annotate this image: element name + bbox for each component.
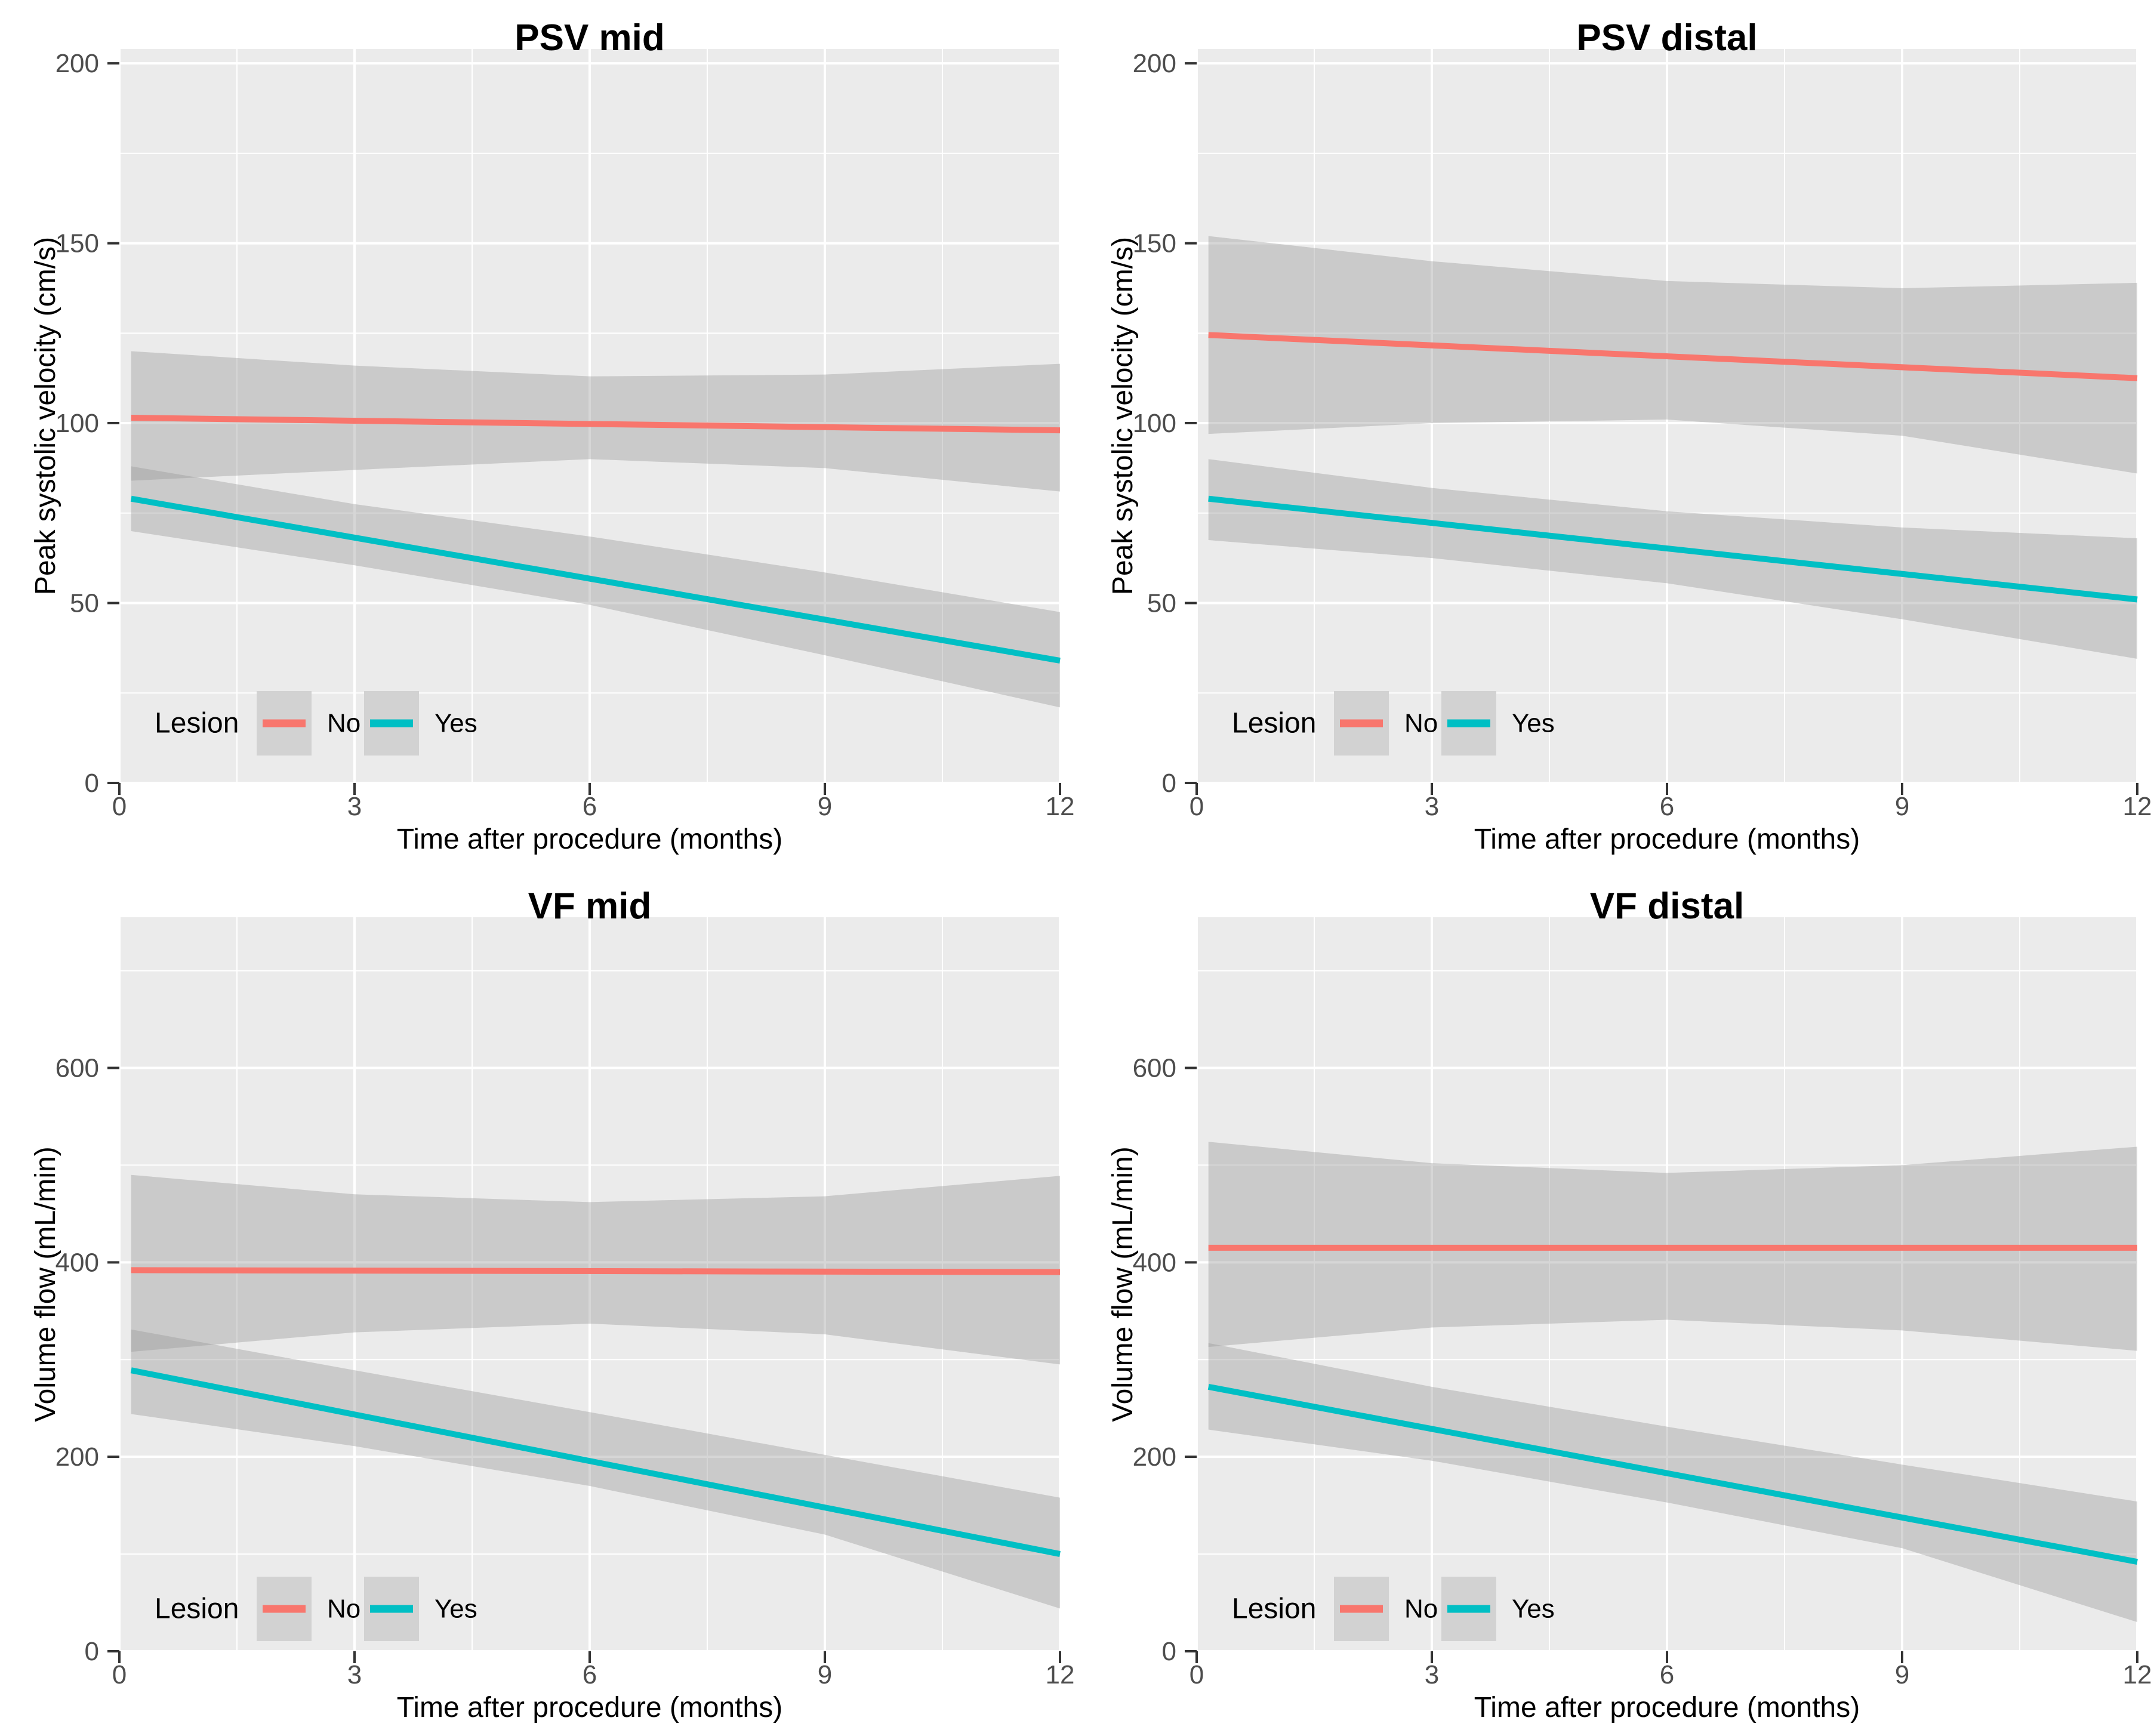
psv-distal-ytick-label-100: 100: [1133, 409, 1176, 438]
vf-mid-ytick-label-600: 600: [56, 1054, 99, 1083]
psv-mid-x-axis-title: Time after procedure (months): [397, 824, 782, 855]
vf-mid-ytick-label-200: 200: [56, 1442, 99, 1472]
psv-mid-ytick-label-0: 0: [85, 769, 99, 798]
vf-distal-ytick-label-600: 600: [1133, 1054, 1176, 1083]
vf-mid-title: VF mid: [528, 886, 652, 927]
psv-distal-x-axis-title: Time after procedure (months): [1474, 824, 1860, 855]
vf-distal-xtick-label-3: 3: [1425, 1660, 1439, 1689]
vf-distal-band-yes: [1208, 1343, 2137, 1623]
psv-distal-tick-marks: [1185, 62, 2138, 795]
vf-mid-xtick-label-9: 9: [818, 1660, 832, 1689]
psv-distal-xtick-label-0: 0: [1190, 792, 1204, 821]
psv-mid-xtick-label-0: 0: [112, 792, 127, 821]
vf-mid-line-yes: [130, 1367, 1061, 1557]
psv-distal-xtick-label-3: 3: [1425, 792, 1439, 821]
vf-mid-ytick-label-0: 0: [85, 1637, 99, 1666]
psv-mid-y-axis-title: Peak systolic velocity (cm/s): [30, 237, 61, 595]
vf-distal-plot: 0 3 6 9 12 0 200 400 600 Time after procedure (mo…: [1107, 886, 2152, 1723]
vf-mid-legend-label-no: No: [327, 1595, 360, 1624]
vf-distal-ytick-label-200: 200: [1133, 1442, 1176, 1472]
vf-mid-legend-label-yes: Yes: [435, 1595, 477, 1624]
psv-mid-ytick-label-50: 50: [70, 589, 99, 618]
vf-mid-xtick-label-12: 12: [1046, 1660, 1075, 1689]
psv-distal-plot: 0 3 6 9 12 0 50 100 150 200 Time after procedure (…: [1107, 17, 2152, 855]
psv-distal-xtick-label-6: 6: [1660, 792, 1674, 821]
vf-distal-ytick-label-400: 400: [1133, 1248, 1176, 1277]
vf-mid-x-axis-title: Time after procedure (months): [397, 1692, 782, 1723]
psv-mid-ytick-label-150: 150: [56, 229, 99, 258]
vf-mid-band-yes: [131, 1329, 1061, 1609]
psv-mid-title: PSV mid: [514, 17, 665, 58]
psv-distal-xtick-label-12: 12: [2123, 792, 2152, 821]
psv-mid-plot: 0 3 6 9 12 0 50 100 150 200 Time after procedure (…: [30, 17, 1075, 855]
vf-distal-title: VF distal: [1590, 886, 1744, 927]
vf-mid-line-no: [131, 1267, 1061, 1275]
psv-distal-ytick-label-0: 0: [1162, 769, 1176, 798]
psv-mid-xtick-label-12: 12: [1046, 792, 1075, 821]
vf-mid-ytick-label-400: 400: [56, 1248, 99, 1277]
vf-distal-x-axis-title: Time after procedure (months): [1474, 1692, 1860, 1723]
chart-vf-mid: 0 3 6 9 12 0 200 400 600 Time after procedure (mo…: [0, 868, 1077, 1736]
vf-mid-legend: Lesion No Yes: [155, 1577, 477, 1641]
vf-distal-legend-label-no: No: [1404, 1595, 1438, 1624]
vf-distal-ytick-label-0: 0: [1162, 1637, 1176, 1666]
psv-distal-ytick-label-200: 200: [1133, 49, 1176, 78]
vf-distal-tick-marks: [1185, 1066, 2138, 1663]
psv-distal-band-yes: [1208, 459, 2137, 659]
vf-mid-plot: 0 3 6 9 12 0 200 400 600 Time after procedure (mo…: [30, 886, 1075, 1723]
vf-distal-line-yes: [1207, 1383, 2138, 1565]
vf-distal-xtick-label-9: 9: [1895, 1660, 1909, 1689]
psv-distal-line-no: [1208, 332, 2138, 381]
chart-vf-distal: 0 3 6 9 12 0 200 400 600 Time after procedure (mo…: [1077, 868, 2154, 1736]
vf-mid-xtick-label-6: 6: [583, 1660, 597, 1689]
psv-mid-ytick-label-200: 200: [56, 49, 99, 78]
psv-mid-legend-title: Lesion: [155, 708, 239, 739]
vf-distal-grid-major: [1195, 917, 2138, 1652]
vf-mid-xtick-label-0: 0: [112, 1660, 127, 1689]
psv-distal-y-axis-title: Peak systolic velocity (cm/s): [1107, 237, 1139, 595]
psv-distal-legend-label-no: No: [1404, 709, 1438, 738]
psv-distal-line-yes: [1208, 495, 2138, 603]
psv-distal-grid-major: [1195, 49, 2138, 784]
vf-distal-legend: Lesion No Yes: [1232, 1577, 1555, 1641]
psv-mid-band-yes: [131, 466, 1061, 708]
psv-distal-ytick-label-150: 150: [1133, 229, 1176, 258]
vf-distal-xtick-label-6: 6: [1660, 1660, 1674, 1689]
chart-psv-distal: 0 3 6 9 12 0 50 100 150 200 Time after procedure (…: [1077, 0, 2154, 868]
psv-mid-line-yes: [130, 495, 1061, 664]
psv-mid-line-no: [131, 415, 1061, 434]
psv-distal-ytick-label-50: 50: [1147, 589, 1176, 618]
vf-mid-legend-title: Lesion: [155, 1593, 239, 1625]
vf-distal-legend-title: Lesion: [1232, 1593, 1316, 1625]
psv-mid-xtick-label-6: 6: [583, 792, 597, 821]
psv-distal-title: PSV distal: [1576, 17, 1757, 58]
psv-mid-legend-label-yes: Yes: [435, 709, 477, 738]
vf-mid-xtick-label-3: 3: [347, 1660, 362, 1689]
psv-mid-ytick-label-100: 100: [56, 409, 99, 438]
psv-mid-legend-label-no: No: [327, 709, 360, 738]
psv-mid-tick-marks: [107, 62, 1061, 795]
vf-mid-grid-major: [118, 917, 1061, 1652]
vf-mid-tick-marks: [107, 1066, 1061, 1663]
psv-distal-legend: Lesion No Yes: [1232, 691, 1555, 756]
vf-mid-y-axis-title: Volume flow (mL/min): [30, 1146, 61, 1422]
psv-mid-legend: Lesion No Yes: [155, 691, 477, 756]
vf-distal-legend-label-yes: Yes: [1512, 1595, 1555, 1624]
vf-distal-xtick-label-12: 12: [2123, 1660, 2152, 1689]
vf-distal-y-axis-title: Volume flow (mL/min): [1107, 1146, 1139, 1422]
psv-distal-legend-label-yes: Yes: [1512, 709, 1555, 738]
vf-distal-xtick-label-0: 0: [1190, 1660, 1204, 1689]
psv-mid-xtick-label-9: 9: [818, 792, 832, 821]
chart-psv-mid: 0 3 6 9 12 0 50 100 150 200 Time after procedure (…: [0, 0, 1077, 868]
psv-distal-xtick-label-9: 9: [1895, 792, 1909, 821]
psv-distal-legend-title: Lesion: [1232, 708, 1316, 739]
psv-mid-xtick-label-3: 3: [347, 792, 362, 821]
